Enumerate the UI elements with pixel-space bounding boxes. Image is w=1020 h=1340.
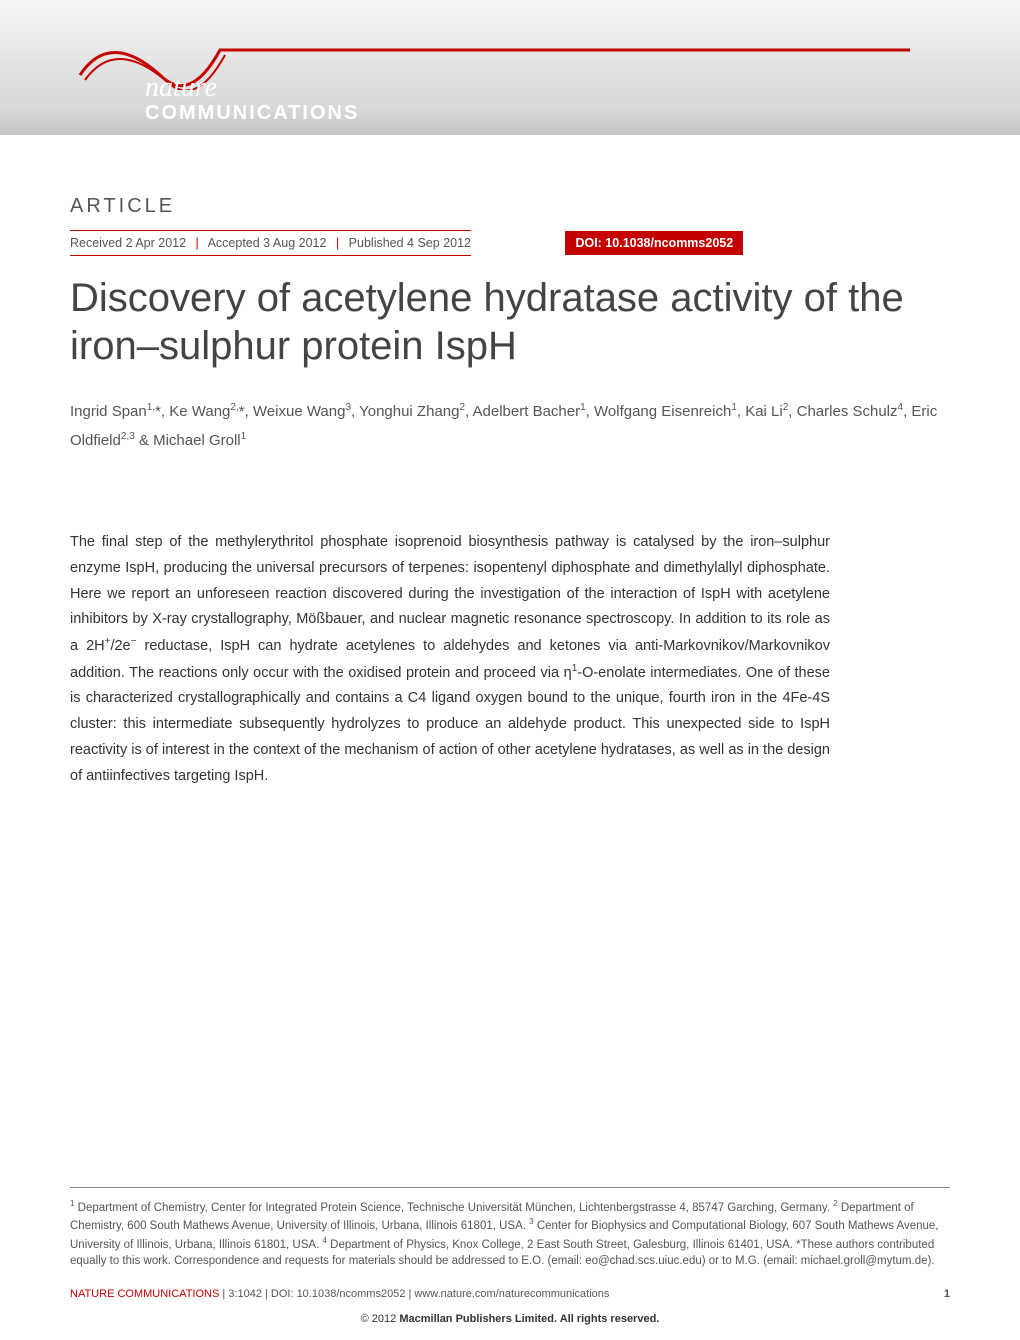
doi-badge[interactable]: DOI: 10.1038/ncomms2052 <box>565 231 743 255</box>
published-date: Published 4 Sep 2012 <box>349 236 471 250</box>
article-content: ARTICLE Received 2 Apr 2012 | Accepted 3… <box>0 135 1020 790</box>
footer-brand: NATURE COMMUNICATIONS <box>70 1288 219 1300</box>
author-list: Ingrid Span1,*, Ke Wang2,*, Weixue Wang3… <box>70 398 950 455</box>
footer-citation-text: | 3:1042 | DOI: 10.1038/ncomms2052 | www… <box>219 1288 609 1300</box>
publication-dates: Received 2 Apr 2012 | Accepted 3 Aug 201… <box>70 230 471 256</box>
page-number: 1 <box>944 1288 950 1300</box>
copyright-holder: Macmillan Publishers Limited. All rights… <box>399 1313 659 1325</box>
article-title: Discovery of acetylene hydratase activit… <box>70 274 950 370</box>
date-separator: | <box>196 236 199 250</box>
header-band: nature COMMUNICATIONS <box>0 0 1020 135</box>
abstract-text: The final step of the methylerythritol p… <box>70 530 830 790</box>
affiliations: 1 Department of Chemistry, Center for In… <box>70 1187 950 1270</box>
received-date: Received 2 Apr 2012 <box>70 236 186 250</box>
article-type-label: ARTICLE <box>70 195 950 218</box>
copyright-line: © 2012 Macmillan Publishers Limited. All… <box>0 1313 1020 1325</box>
copyright-prefix: © 2012 <box>361 1313 400 1325</box>
logo-text-communications: COMMUNICATIONS <box>145 102 359 125</box>
dates-doi-row: Received 2 Apr 2012 | Accepted 3 Aug 201… <box>70 230 950 256</box>
accepted-date: Accepted 3 Aug 2012 <box>208 236 327 250</box>
logo-text-nature: nature <box>145 72 217 104</box>
footer-citation: NATURE COMMUNICATIONS | 3:1042 | DOI: 10… <box>70 1288 950 1300</box>
date-separator: | <box>336 236 339 250</box>
